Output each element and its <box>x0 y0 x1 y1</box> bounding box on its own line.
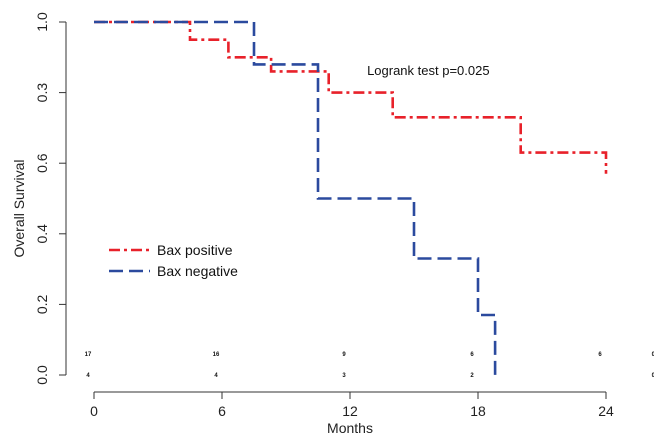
x-tick-label: 12 <box>342 403 358 419</box>
y-tick-label: 0.4 <box>34 224 50 244</box>
y-tick-label: 0.3 <box>34 83 50 103</box>
y-tick-label: 0.6 <box>34 153 50 173</box>
legend: Bax positive Bax negative <box>109 242 238 279</box>
at-risk-count: 6 <box>470 352 474 358</box>
x-tick-label: 24 <box>598 403 614 419</box>
x-tick-label: 6 <box>218 403 226 419</box>
x-tick-label: 0 <box>90 403 98 419</box>
y-axis-label: Overall Survival <box>11 159 27 257</box>
at-risk-count: 17 <box>85 352 92 358</box>
at-risk-count: 9 <box>342 352 346 358</box>
x-axis-label: Months <box>327 420 373 436</box>
at-risk-count: 0 <box>652 373 654 379</box>
at-risk-count: 6 <box>598 352 602 358</box>
legend-label: Bax negative <box>157 263 238 279</box>
series-line-bax-positive <box>94 20 608 174</box>
series-layer <box>94 20 608 375</box>
legend-label: Bax positive <box>157 242 233 258</box>
y-tick-label: 0.2 <box>34 294 50 314</box>
at-risk-count: 16 <box>213 352 220 358</box>
y-tick-label: 1.0 <box>34 12 50 32</box>
at-risk-count: 2 <box>470 373 474 379</box>
at-risk-count: 0 <box>652 352 654 358</box>
x-tick-label: 18 <box>470 403 486 419</box>
at-risk-table: 17 16 9 6 6 0 4 4 3 2 0 <box>85 352 654 379</box>
logrank-annotation: Logrank test p=0.025 <box>367 63 490 78</box>
y-tick-label: 0.0 <box>34 365 50 385</box>
series-line-bax-negative <box>94 20 497 375</box>
y-axis: 0.0 0.2 0.4 0.6 0.3 1.0 <box>34 12 67 385</box>
x-axis: 0 6 12 18 24 <box>90 391 614 419</box>
at-risk-count: 4 <box>86 373 90 379</box>
at-risk-count: 3 <box>342 373 346 379</box>
at-risk-count: 4 <box>214 373 218 379</box>
